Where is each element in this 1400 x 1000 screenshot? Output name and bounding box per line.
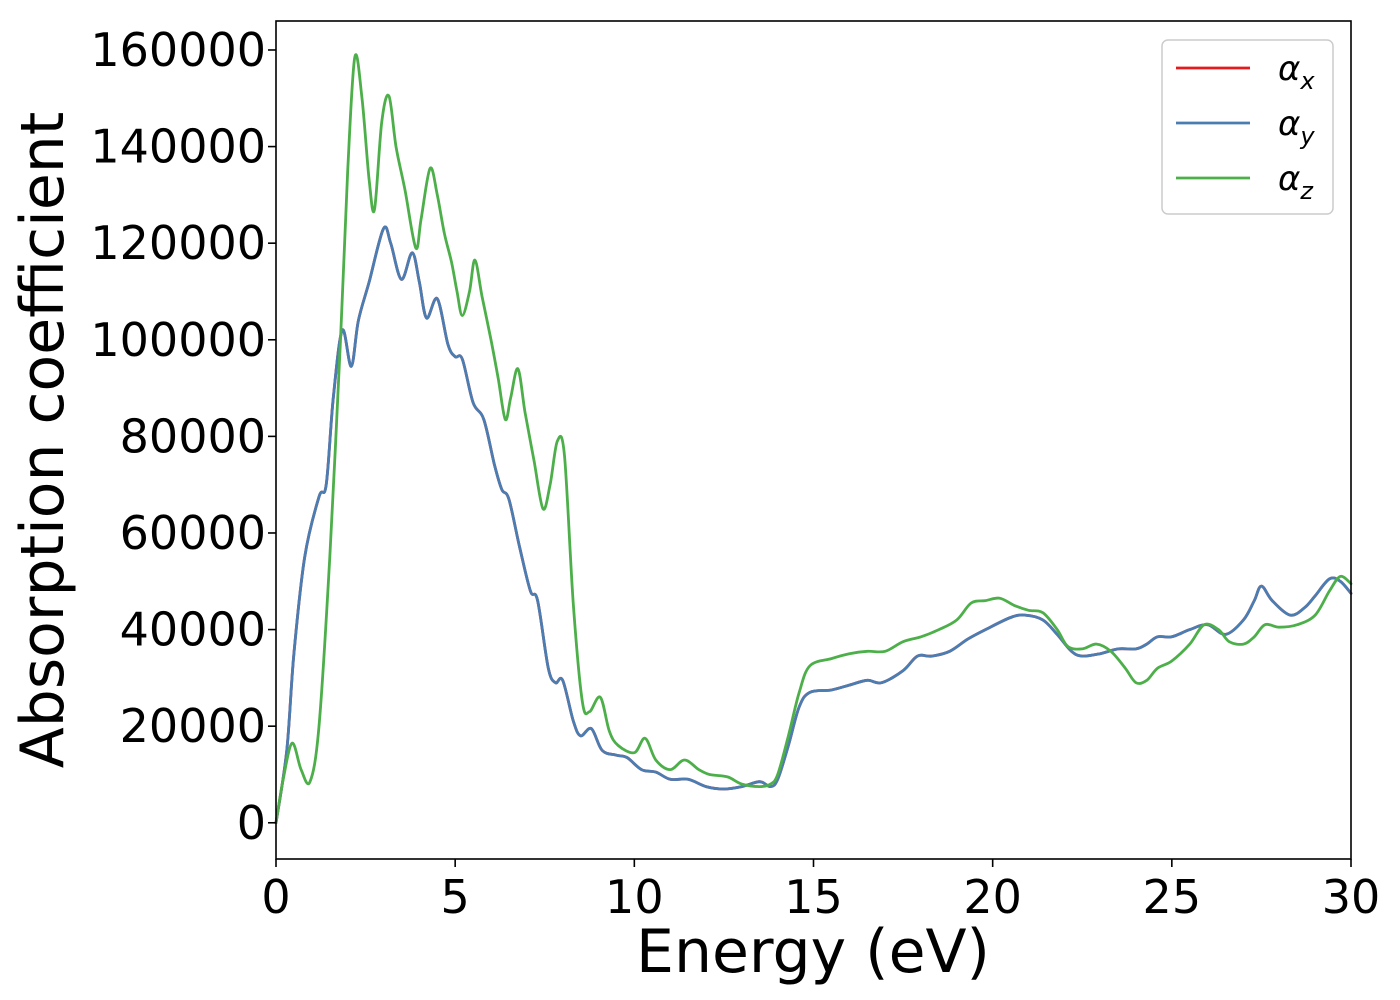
y-tick-label: 140000 bbox=[90, 120, 266, 174]
x-tick-label: 30 bbox=[1322, 870, 1381, 924]
y-tick-label: 40000 bbox=[120, 603, 266, 657]
series-line-alpha-z bbox=[274, 53, 1353, 825]
series-line-alpha-x bbox=[274, 225, 1353, 825]
series-layer bbox=[274, 53, 1353, 825]
y-tick-label: 100000 bbox=[90, 313, 266, 367]
x-tick-label: 15 bbox=[784, 870, 843, 924]
y-tick-label: 80000 bbox=[120, 409, 266, 463]
legend-box bbox=[1161, 39, 1334, 215]
y-tick-label: 60000 bbox=[120, 506, 266, 560]
legend: αx αy αz bbox=[1161, 39, 1334, 215]
y-tick-label: 20000 bbox=[120, 699, 266, 753]
x-tick-label: 5 bbox=[441, 870, 470, 924]
y-tick-label: 0 bbox=[237, 796, 266, 850]
x-tick-label: 0 bbox=[261, 870, 290, 924]
y-tick-label: 160000 bbox=[90, 23, 266, 77]
x-axis-title: Energy (eV) bbox=[636, 917, 990, 987]
x-tick-label: 20 bbox=[963, 870, 1022, 924]
y-axis: 0 20000 40000 60000 80000 100000 120000 140000 1… bbox=[90, 23, 276, 850]
series-line-alpha-y bbox=[274, 225, 1353, 825]
legend-label-alpha-x: αx bbox=[1278, 49, 1315, 95]
x-tick-label: 25 bbox=[1143, 870, 1202, 924]
x-axis: 0 5 10 15 20 25 30 bbox=[261, 859, 1380, 924]
legend-label-alpha-z: αz bbox=[1278, 159, 1314, 205]
x-tick-label: 10 bbox=[605, 870, 664, 924]
legend-label-alpha-y: αy bbox=[1278, 104, 1315, 150]
y-tick-label: 120000 bbox=[90, 216, 266, 270]
y-axis-title: Absorption coefficient bbox=[8, 112, 78, 769]
